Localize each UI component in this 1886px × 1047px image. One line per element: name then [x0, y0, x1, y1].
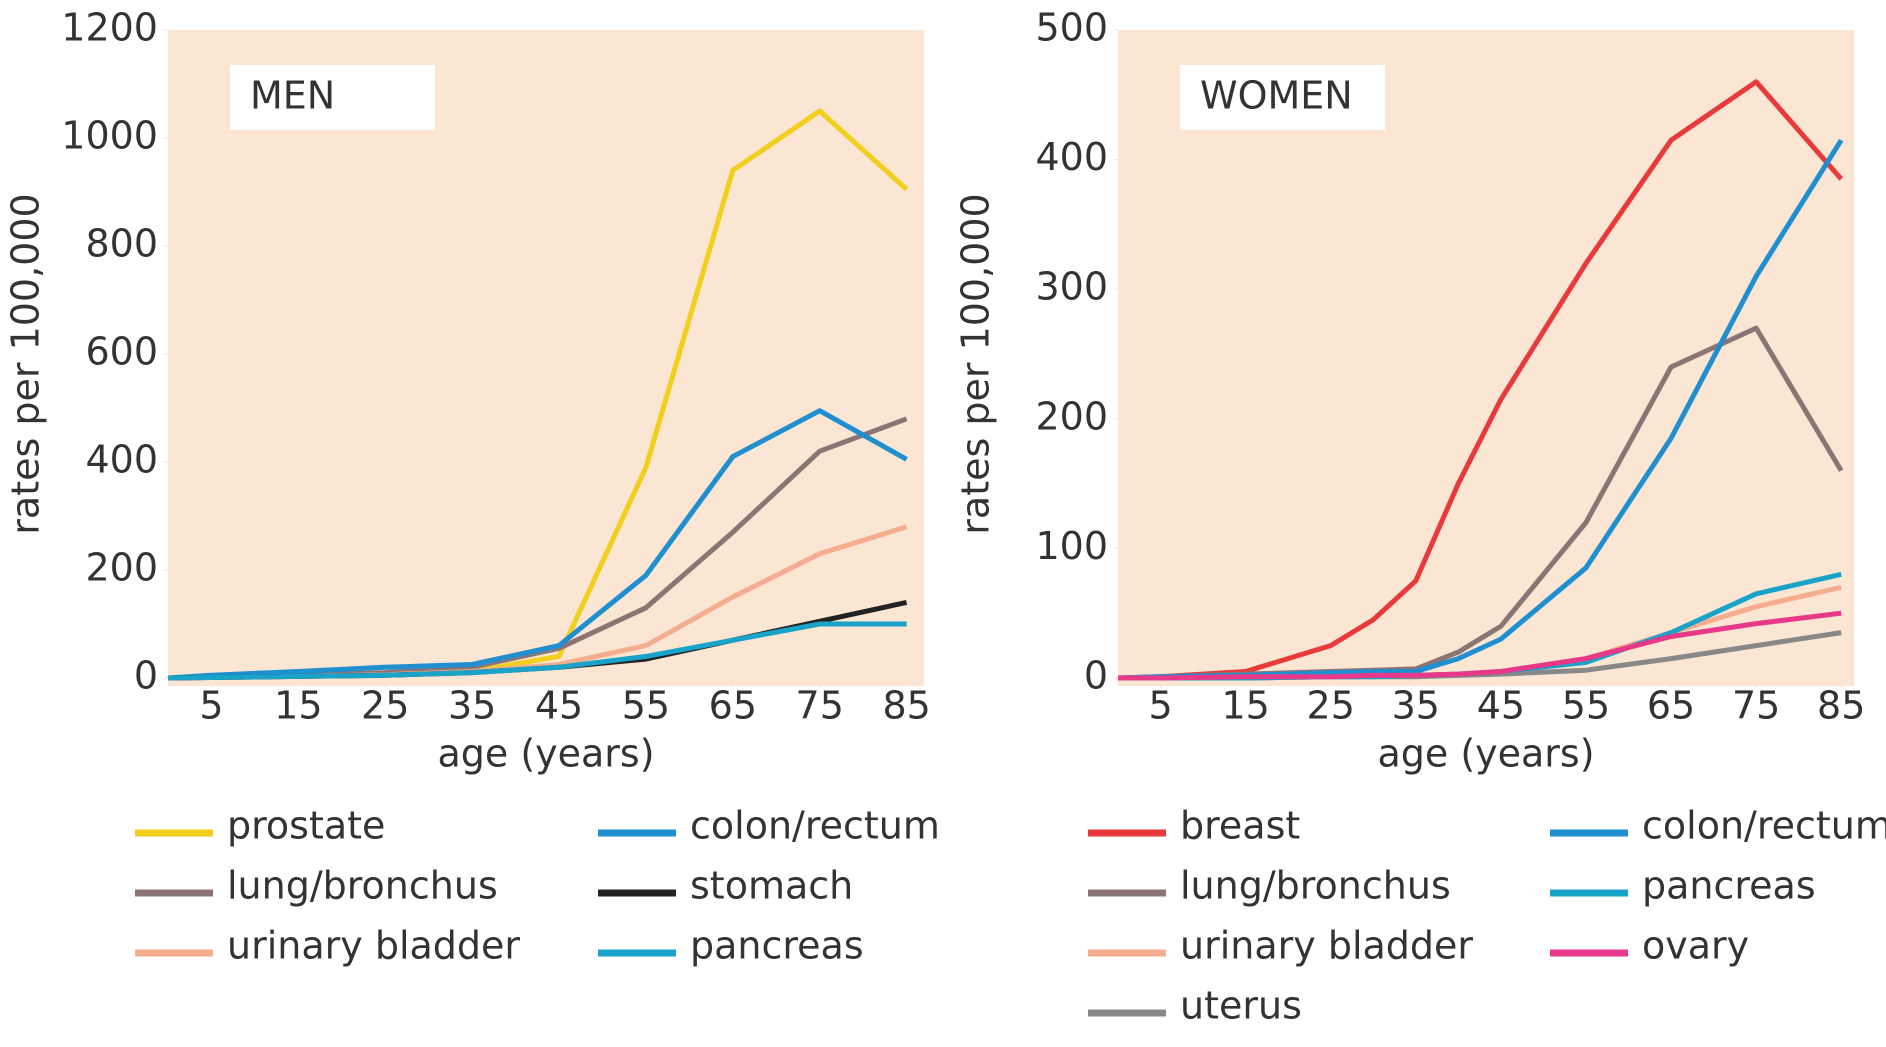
y-tick-label: 0 [134, 654, 158, 698]
x-tick-label: 65 [709, 684, 757, 728]
legend-label: breast [1180, 804, 1300, 848]
x-tick-label: 25 [361, 684, 409, 728]
y-tick-label: 0 [1084, 654, 1108, 698]
series-line [1118, 610, 1842, 681]
x-tick-label: 35 [448, 684, 496, 728]
x-tick-label: 55 [622, 684, 670, 728]
x-tick-label: 45 [535, 684, 583, 728]
panel-label: WOMEN [1200, 74, 1353, 118]
x-axis-label: age (years) [1377, 732, 1594, 776]
legend-label: colon/rectum [1642, 804, 1886, 848]
y-tick-label: 800 [85, 222, 158, 266]
x-tick-label: 75 [1732, 684, 1780, 728]
x-tick-label: 25 [1307, 684, 1355, 728]
y-axis-label: rates per 100,000 [954, 193, 998, 534]
legend-label: lung/bronchus [1180, 864, 1451, 908]
y-tick-label: 200 [85, 546, 158, 590]
x-tick-label: 5 [199, 684, 223, 728]
y-axis-label: rates per 100,000 [4, 193, 48, 534]
panel-label: MEN [250, 74, 335, 118]
y-tick-label: 100 [1035, 524, 1108, 568]
panel-label-box [1180, 65, 1385, 130]
legend-label: pancreas [690, 924, 864, 968]
x-tick-label: 85 [1817, 684, 1865, 728]
x-axis-label: age (years) [437, 732, 654, 776]
x-tick-label: 35 [1392, 684, 1440, 728]
y-tick-label: 1200 [61, 6, 158, 50]
legend-label: stomach [690, 864, 853, 908]
legend-label: prostate [227, 804, 385, 848]
x-tick-label: 5 [1148, 684, 1172, 728]
x-tick-label: 15 [1221, 684, 1269, 728]
y-tick-label: 500 [1035, 6, 1108, 50]
y-tick-label: 400 [1035, 135, 1108, 179]
panel-label-box [230, 65, 435, 130]
legend-label: uterus [1180, 984, 1302, 1028]
legend-label: urinary bladder [1180, 924, 1473, 968]
y-tick-label: 200 [1035, 394, 1108, 438]
x-tick-label: 65 [1647, 684, 1695, 728]
series-line [167, 408, 908, 681]
legend-label: urinary bladder [227, 924, 520, 968]
plot-area [1118, 30, 1854, 686]
x-tick-label: 85 [882, 684, 930, 728]
plot-area [168, 30, 924, 686]
x-tick-label: 45 [1477, 684, 1525, 728]
legend-label: ovary [1642, 924, 1749, 968]
y-tick-label: 1000 [61, 114, 158, 158]
x-tick-label: 15 [274, 684, 322, 728]
y-tick-label: 600 [85, 330, 158, 374]
legend-label: pancreas [1642, 864, 1816, 908]
series-line [167, 621, 907, 681]
y-tick-label: 400 [85, 438, 158, 482]
legend-label: lung/bronchus [227, 864, 498, 908]
x-tick-label: 75 [796, 684, 844, 728]
legend-label: colon/rectum [690, 804, 940, 848]
y-tick-label: 300 [1035, 265, 1108, 309]
x-tick-label: 55 [1562, 684, 1610, 728]
